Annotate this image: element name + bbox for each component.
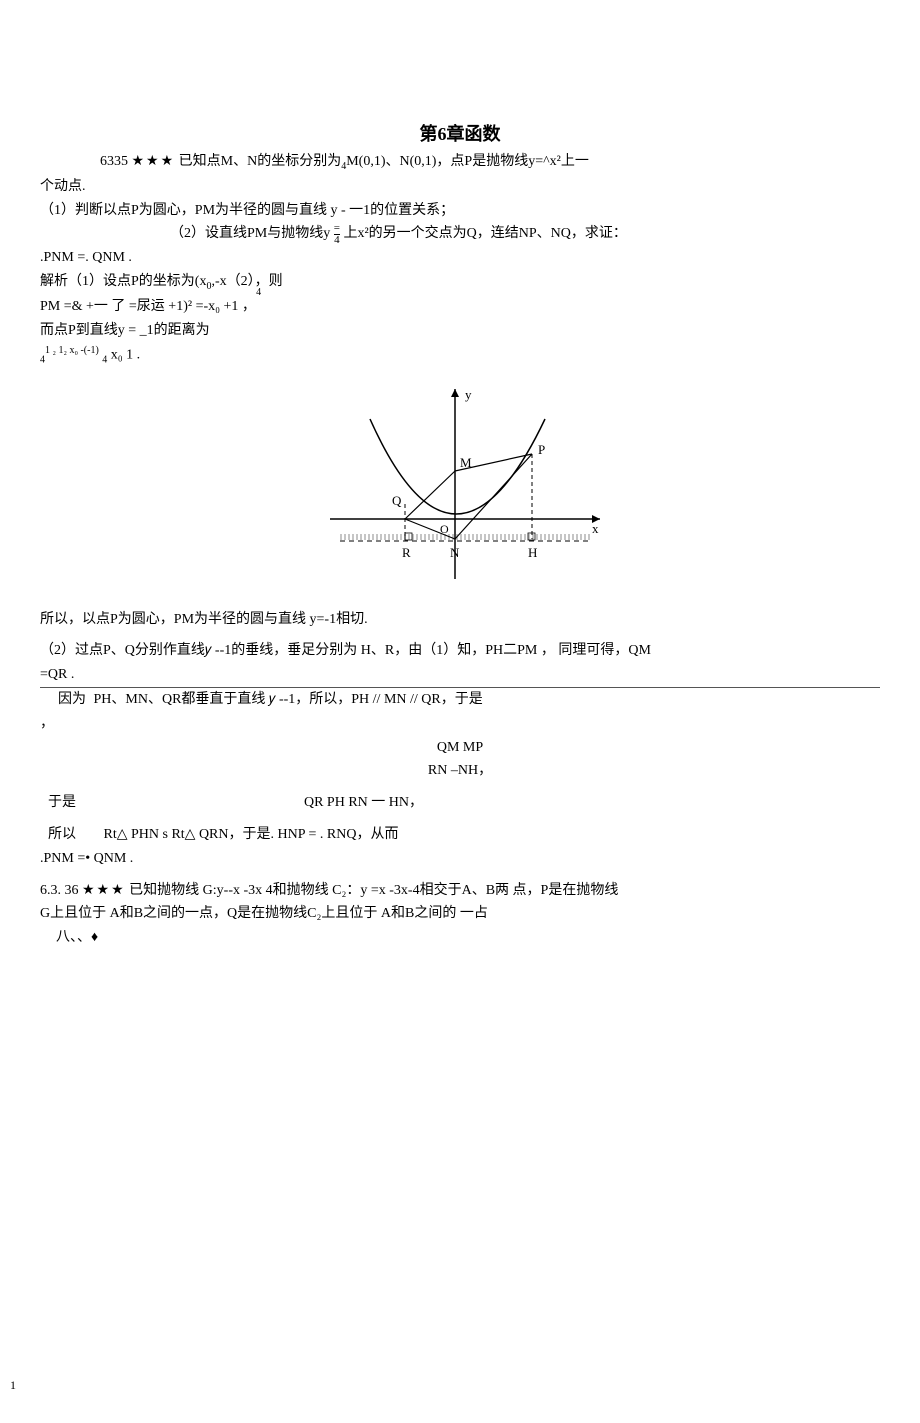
- difficulty-stars-2: ★★★: [82, 883, 126, 898]
- problem-number: 6335: [100, 154, 128, 169]
- q2-text-a: （2）设直线PM与抛物线y: [170, 226, 330, 241]
- problem1-question1: （1）判断以点P为圆心，PM为半径的圆与直线 y - 一1的位置关系；: [40, 199, 880, 223]
- fig-label-r: R: [402, 545, 411, 560]
- therefore-label: 所以: [40, 823, 100, 847]
- q2-text-b: 上x²的另一个交点为Q，连结NP、NQ，求证：: [343, 226, 626, 241]
- problem2-line3: 八、、♦: [40, 926, 880, 950]
- fig-label-h: H: [528, 545, 537, 560]
- ratio-equation-1: QM MP RN –NH，: [40, 736, 880, 784]
- dist-b: 1 ₂ 1₂ x₀ -(-1): [45, 345, 99, 356]
- therefore-text: Rt△ PHN s Rt△ QRN，于是. HNP = . RNQ，从而: [104, 827, 399, 842]
- ratio-line1: QM MP: [40, 736, 880, 760]
- fig-label-q: Q: [392, 493, 402, 508]
- because-text: PH、MN、QR都垂直于直线 𝑦 --1，所以，PH // MN // QR，于…: [94, 692, 483, 707]
- problem1-line2: 个动点.: [40, 175, 880, 199]
- final-conclusion: .PNM =• QNM .: [40, 847, 880, 871]
- dist-d: x₀ 1 .: [107, 348, 140, 363]
- conclusion-1: 所以，以点P为圆心，PM为半径的圆与直线 y=-1相切.: [40, 608, 880, 632]
- problem1-text-b: M(0,1)、N(0,1)，点P是抛物线y=^x²上一: [346, 154, 589, 169]
- sub-4-inline: 4: [256, 287, 261, 298]
- problem2-line1: 6.3. 36 ★★★ 已知抛物线 G:y--x -3x 4和抛物线 C₂：y …: [40, 879, 880, 903]
- solution2-line-a: （2）过点P、Q分别作直线𝑦 --1的垂线，垂足分别为 H、R，由（1）知，PH…: [40, 639, 880, 663]
- problem1-text-a: 已知点M、N的坐标分别为: [179, 154, 342, 169]
- hence-line: 于是 QR PH RN 一 HN，: [40, 791, 880, 815]
- because-line: 因为 PH、MN、QR都垂直于直线 𝑦 --1，所以，PH // MN // Q…: [40, 688, 880, 712]
- frac-bottom: 4: [334, 235, 340, 246]
- frac-top: =: [334, 223, 340, 235]
- distance-text: 而点P到直线y = _1的距离为: [40, 319, 880, 343]
- solution-line1: 解析（1）设点P的坐标为(x0,-x（2），则 4: [40, 270, 880, 295]
- fig-label-x: x: [592, 521, 599, 536]
- sol-text-b: ,-x（2），则: [211, 274, 282, 289]
- pnm-qnm-statement: .PNM =. QNM .: [40, 246, 880, 270]
- difficulty-stars: ★★★: [132, 154, 176, 169]
- page-content: 6335 ★★★ 已知点M、N的坐标分别为 4 M(0,1)、N(0,1)，点P是抛…: [40, 150, 880, 950]
- fig-label-o: O: [440, 522, 449, 536]
- trailing-comma: ，: [40, 712, 880, 736]
- fig-label-p: P: [538, 442, 545, 457]
- problem2-line2: G上且位于 A和B之间的一点，Q是在抛物线C₂上且位于 A和B之间的 一占: [40, 902, 880, 926]
- therefore-line: 所以 Rt△ PHN s Rt△ QRN，于是. HNP = . RNQ，从而: [40, 823, 880, 847]
- fig-label-m: M: [460, 455, 472, 470]
- parabola-figure: y M P Q O x R N H: [40, 379, 880, 598]
- solution2-line-b: =QR .: [40, 663, 880, 688]
- problem2-number: 6.3. 36: [40, 883, 79, 898]
- fig-label-n: N: [450, 545, 460, 560]
- because-label: 因为: [40, 688, 90, 712]
- chapter-title: 第6章函数: [40, 120, 880, 146]
- fig-label-y: y: [465, 387, 472, 402]
- hence-label: 于是: [40, 791, 90, 815]
- ratio-line2: RN –NH，: [40, 759, 880, 783]
- problem1-question2: （2）设直线PM与抛物线y = 4 上x²的另一个交点为Q，连结NP、NQ，求证…: [40, 222, 880, 246]
- dist-a: 4: [40, 355, 45, 366]
- page-number: 1: [10, 1378, 16, 1393]
- problem2-text-a: 已知抛物线 G:y--x -3x 4和抛物线 C₂：y =x -3x-4相交于A…: [129, 883, 618, 898]
- sol-text-a: 解析（1）设点P的坐标为(x: [40, 274, 206, 289]
- distance-equation: 41 ₂ 1₂ x₀ -(-1) 4 x₀ 1 .: [40, 342, 880, 368]
- pm-equation: PM =& +一 了 =尿运 +1)² =-x₀ +1 ，: [40, 295, 880, 319]
- problem1-header-line1: 6335 ★★★ 已知点M、N的坐标分别为4M(0,1)、N(0,1)，点P是抛…: [100, 150, 820, 175]
- hence-equation: QR PH RN 一 HN，: [94, 791, 494, 815]
